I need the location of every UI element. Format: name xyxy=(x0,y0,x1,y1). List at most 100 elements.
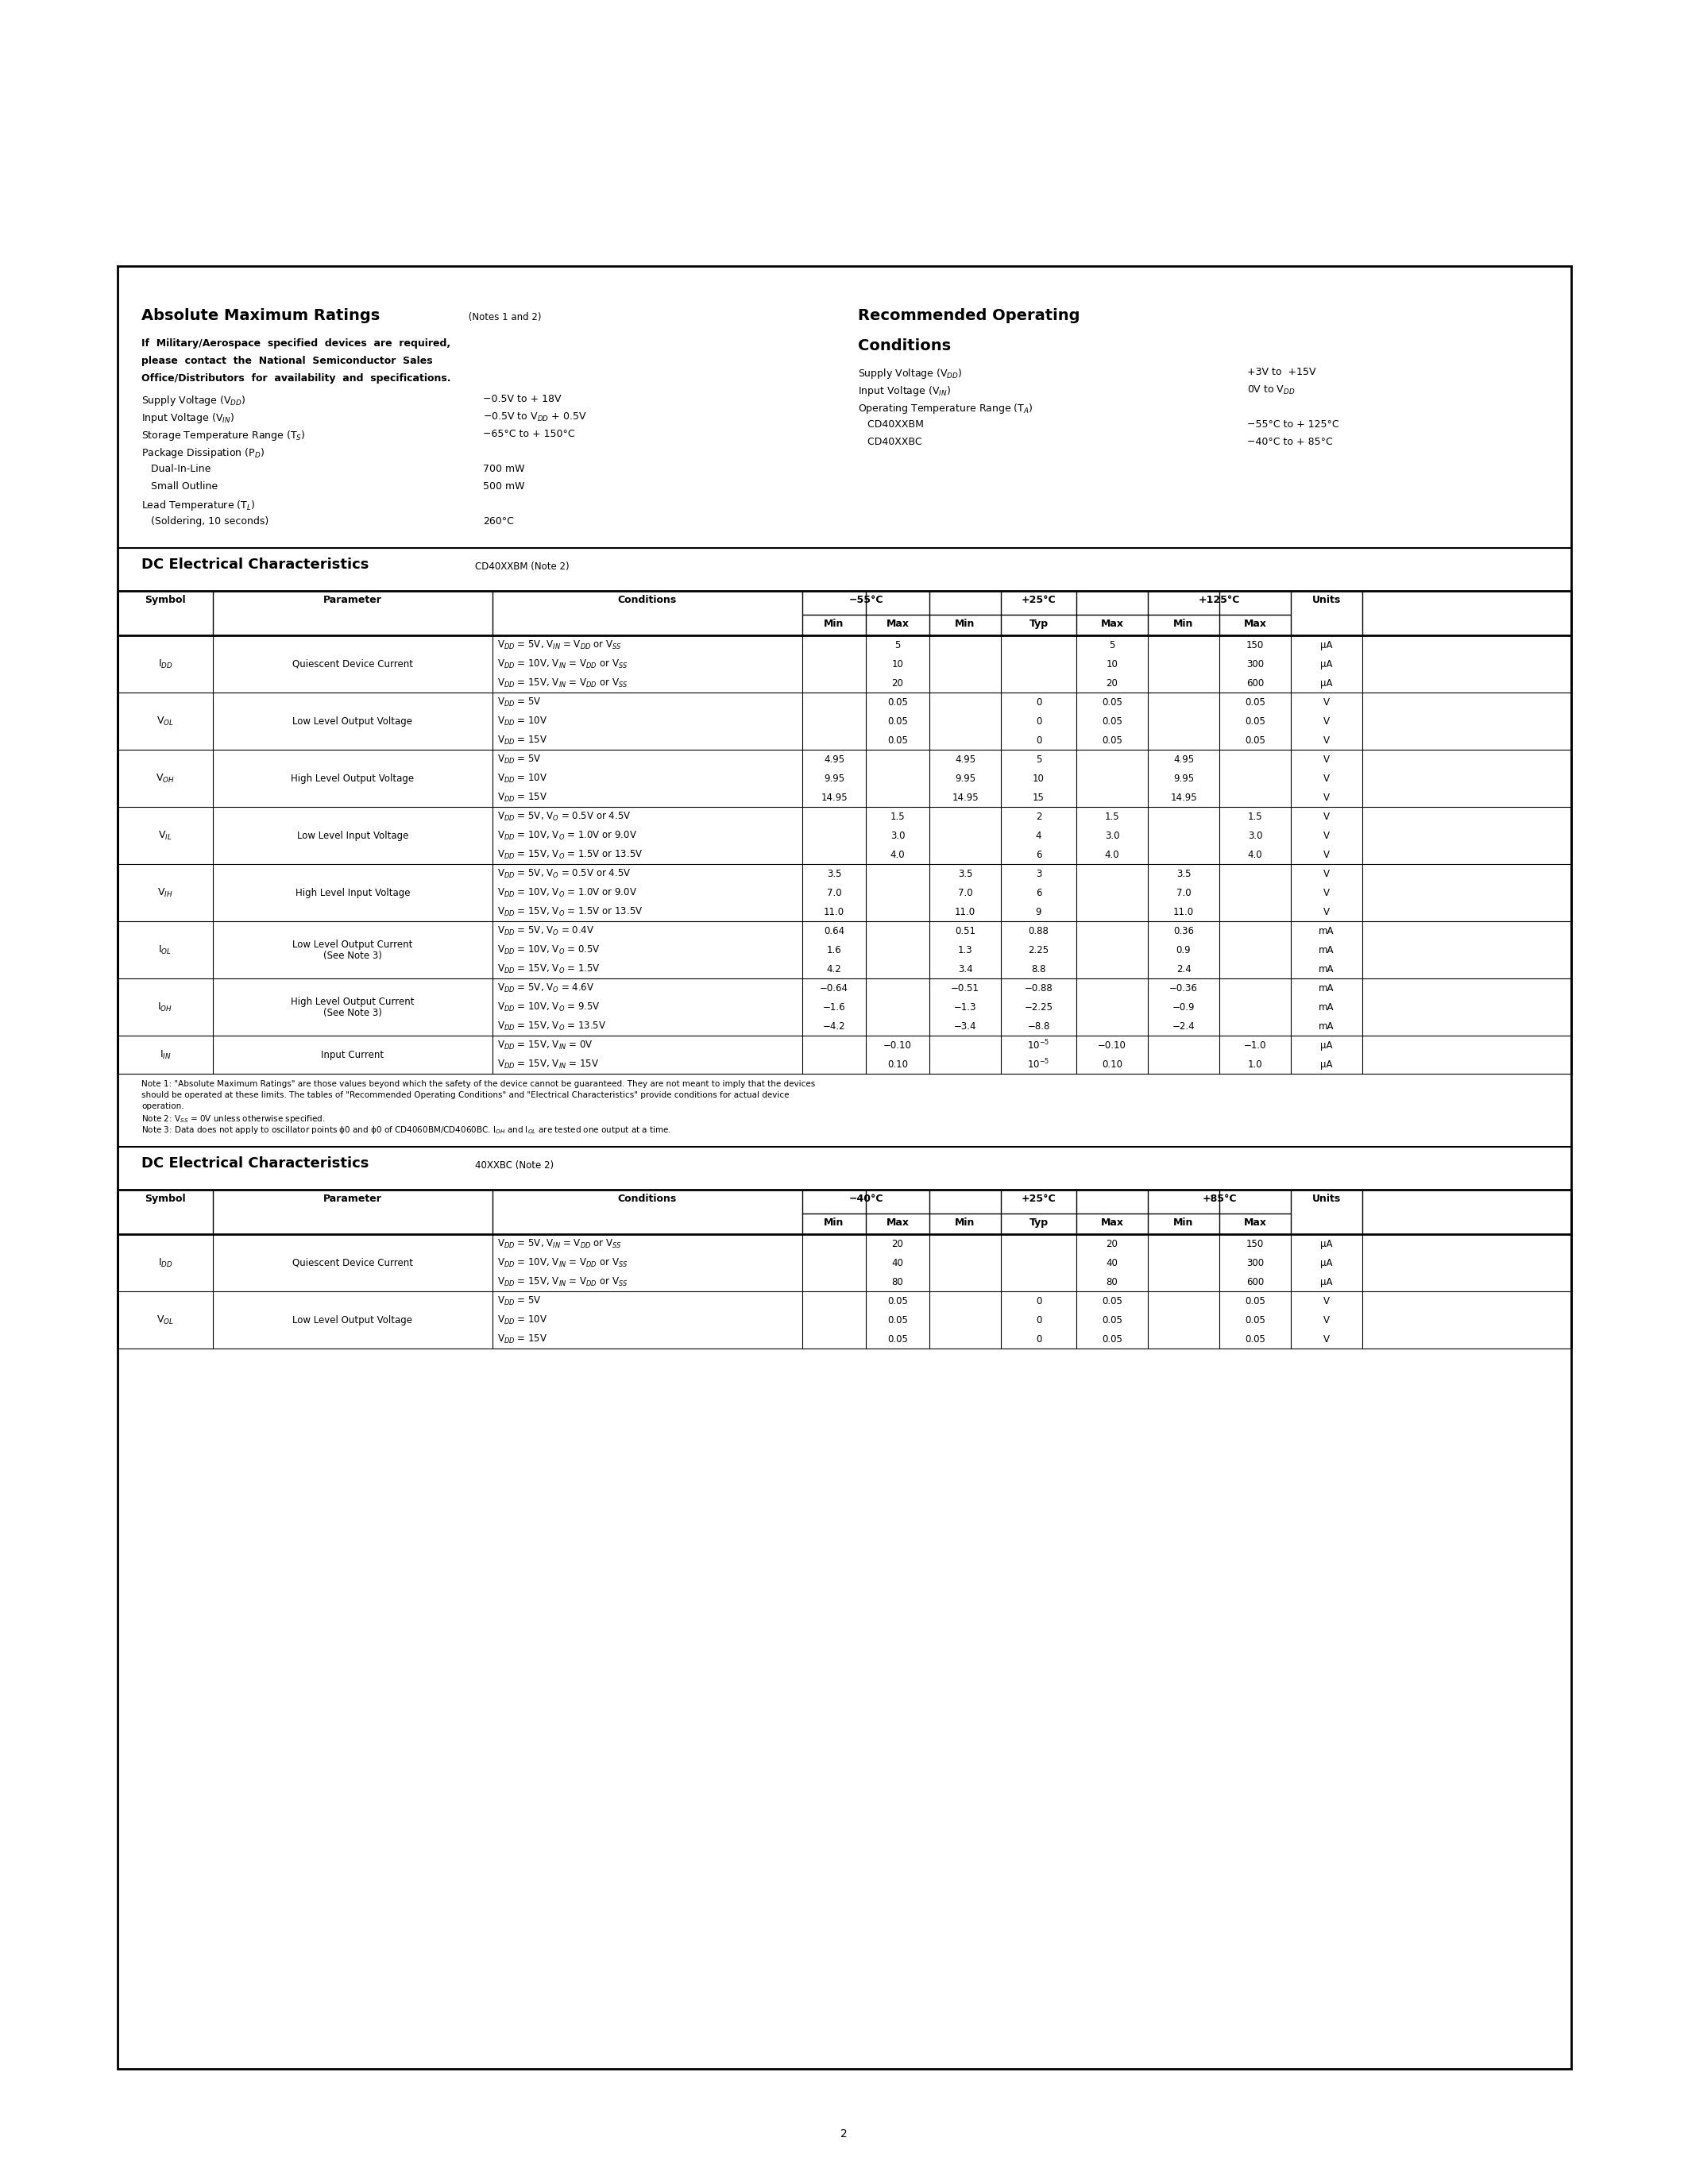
Text: 10: 10 xyxy=(891,660,903,668)
Text: 3: 3 xyxy=(1036,869,1041,878)
Text: +25°C: +25°C xyxy=(1021,594,1057,605)
Text: −1.3: −1.3 xyxy=(954,1002,976,1011)
Text: μA: μA xyxy=(1320,1278,1334,1286)
Text: V: V xyxy=(1323,869,1330,878)
Text: 0.05: 0.05 xyxy=(1102,1295,1123,1306)
Text: −2.4: −2.4 xyxy=(1171,1020,1195,1031)
Text: Units: Units xyxy=(1312,594,1340,605)
Text: (See Note 3): (See Note 3) xyxy=(324,1007,381,1018)
Text: V: V xyxy=(1323,830,1330,841)
Text: 0.05: 0.05 xyxy=(1102,716,1123,727)
Text: 9.95: 9.95 xyxy=(824,773,844,784)
Text: 8.8: 8.8 xyxy=(1031,963,1047,974)
Text: 40: 40 xyxy=(891,1258,903,1269)
Text: 3.4: 3.4 xyxy=(957,963,972,974)
Text: V: V xyxy=(1323,1334,1330,1343)
Text: 0.05: 0.05 xyxy=(888,1295,908,1306)
Text: Min: Min xyxy=(1173,1216,1193,1227)
Text: μA: μA xyxy=(1320,1040,1334,1051)
Text: please  contact  the  National  Semiconductor  Sales: please contact the National Semiconducto… xyxy=(142,356,432,367)
Text: 5: 5 xyxy=(1109,640,1116,651)
Text: Small Outline: Small Outline xyxy=(142,480,218,491)
Text: V$_{DD}$ = 15V, V$_{IN}$ = V$_{DD}$ or V$_{SS}$: V$_{DD}$ = 15V, V$_{IN}$ = V$_{DD}$ or V… xyxy=(498,1275,628,1289)
Text: 7.0: 7.0 xyxy=(827,887,841,898)
Text: 3.0: 3.0 xyxy=(1247,830,1263,841)
Text: 7.0: 7.0 xyxy=(1177,887,1192,898)
Text: Min: Min xyxy=(824,1216,844,1227)
Text: V$_{OL}$: V$_{OL}$ xyxy=(157,714,174,727)
Text: −1.6: −1.6 xyxy=(822,1002,846,1011)
Text: 20: 20 xyxy=(1106,677,1117,688)
Text: CD40XXBM (Note 2): CD40XXBM (Note 2) xyxy=(474,561,569,572)
Text: 5: 5 xyxy=(895,640,901,651)
Text: +85°C: +85°C xyxy=(1202,1195,1237,1203)
Text: 700 mW: 700 mW xyxy=(483,463,525,474)
Text: V$_{DD}$ = 15V: V$_{DD}$ = 15V xyxy=(498,791,547,804)
Text: Dual-In-Line: Dual-In-Line xyxy=(142,463,211,474)
Text: operation.: operation. xyxy=(142,1103,184,1109)
Text: High Level Output Current: High Level Output Current xyxy=(290,996,415,1007)
Text: 0.05: 0.05 xyxy=(1244,716,1266,727)
Text: −0.9: −0.9 xyxy=(1171,1002,1195,1011)
Text: 9.95: 9.95 xyxy=(955,773,976,784)
Text: −55°C: −55°C xyxy=(849,594,883,605)
Text: 600: 600 xyxy=(1246,677,1264,688)
Text: −0.64: −0.64 xyxy=(820,983,849,994)
Text: 0: 0 xyxy=(1036,1315,1041,1326)
Text: 4.0: 4.0 xyxy=(1104,850,1119,860)
Text: CD40XXBC: CD40XXBC xyxy=(858,437,922,448)
Text: −2.25: −2.25 xyxy=(1025,1002,1053,1011)
Text: Supply Voltage (V$_{DD}$): Supply Voltage (V$_{DD}$) xyxy=(858,367,962,380)
Text: 1.5: 1.5 xyxy=(1247,810,1263,821)
Text: V$_{DD}$ = 10V: V$_{DD}$ = 10V xyxy=(498,1315,547,1326)
Text: V$_{DD}$ = 15V: V$_{DD}$ = 15V xyxy=(498,734,547,747)
Text: Operating Temperature Range (T$_{A}$): Operating Temperature Range (T$_{A}$) xyxy=(858,402,1033,415)
Text: Low Level Output Voltage: Low Level Output Voltage xyxy=(292,1315,412,1326)
Text: Min: Min xyxy=(1173,618,1193,629)
Text: V$_{DD}$ = 15V, V$_{IN}$ = 0V: V$_{DD}$ = 15V, V$_{IN}$ = 0V xyxy=(498,1040,592,1051)
Text: 11.0: 11.0 xyxy=(955,906,976,917)
Text: 0.05: 0.05 xyxy=(1244,736,1266,745)
Text: 0: 0 xyxy=(1036,697,1041,708)
Text: 10$^{-5}$: 10$^{-5}$ xyxy=(1028,1057,1050,1070)
Text: 4.2: 4.2 xyxy=(827,963,842,974)
Text: V: V xyxy=(1323,793,1330,802)
Text: −0.88: −0.88 xyxy=(1025,983,1053,994)
Text: μA: μA xyxy=(1320,660,1334,668)
Text: Quiescent Device Current: Quiescent Device Current xyxy=(292,1258,414,1269)
Text: +125°C: +125°C xyxy=(1198,594,1241,605)
Text: Low Level Output Current: Low Level Output Current xyxy=(292,939,414,950)
Text: Office/Distributors  for  availability  and  specifications.: Office/Distributors for availability and… xyxy=(142,373,451,384)
Text: I$_{DD}$: I$_{DD}$ xyxy=(157,1256,172,1269)
Text: Symbol: Symbol xyxy=(145,594,186,605)
Text: Conditions: Conditions xyxy=(618,1195,677,1203)
Text: 0: 0 xyxy=(1036,736,1041,745)
Text: 4.0: 4.0 xyxy=(1247,850,1263,860)
Text: 2: 2 xyxy=(841,2129,847,2140)
Text: V$_{OH}$: V$_{OH}$ xyxy=(155,773,176,784)
Text: 0: 0 xyxy=(1036,716,1041,727)
Text: −3.4: −3.4 xyxy=(954,1020,976,1031)
Text: 20: 20 xyxy=(891,1238,903,1249)
Text: Max: Max xyxy=(886,618,910,629)
Text: 0.05: 0.05 xyxy=(1244,1334,1266,1343)
Text: V: V xyxy=(1323,753,1330,764)
Text: V$_{DD}$ = 15V, V$_{IN}$ = V$_{DD}$ or V$_{SS}$: V$_{DD}$ = 15V, V$_{IN}$ = V$_{DD}$ or V… xyxy=(498,677,628,688)
Text: Units: Units xyxy=(1312,1195,1340,1203)
Text: 0.05: 0.05 xyxy=(888,697,908,708)
Text: 0.05: 0.05 xyxy=(888,1334,908,1343)
Text: V$_{DD}$ = 10V: V$_{DD}$ = 10V xyxy=(498,773,547,784)
Text: 1.0: 1.0 xyxy=(1247,1059,1263,1070)
Text: V$_{DD}$ = 5V: V$_{DD}$ = 5V xyxy=(498,697,542,708)
Text: mA: mA xyxy=(1318,1002,1334,1011)
Text: V$_{DD}$ = 5V, V$_{O}$ = 0.4V: V$_{DD}$ = 5V, V$_{O}$ = 0.4V xyxy=(498,924,594,937)
Text: V$_{OL}$: V$_{OL}$ xyxy=(157,1315,174,1326)
Text: 0.64: 0.64 xyxy=(824,926,844,937)
Text: 5: 5 xyxy=(1036,753,1041,764)
Text: 1.6: 1.6 xyxy=(827,946,842,954)
Text: V$_{DD}$ = 5V: V$_{DD}$ = 5V xyxy=(498,753,542,764)
Text: −4.2: −4.2 xyxy=(822,1020,846,1031)
Text: Low Level Input Voltage: Low Level Input Voltage xyxy=(297,830,408,841)
Text: V: V xyxy=(1323,773,1330,784)
Text: Max: Max xyxy=(886,1216,910,1227)
